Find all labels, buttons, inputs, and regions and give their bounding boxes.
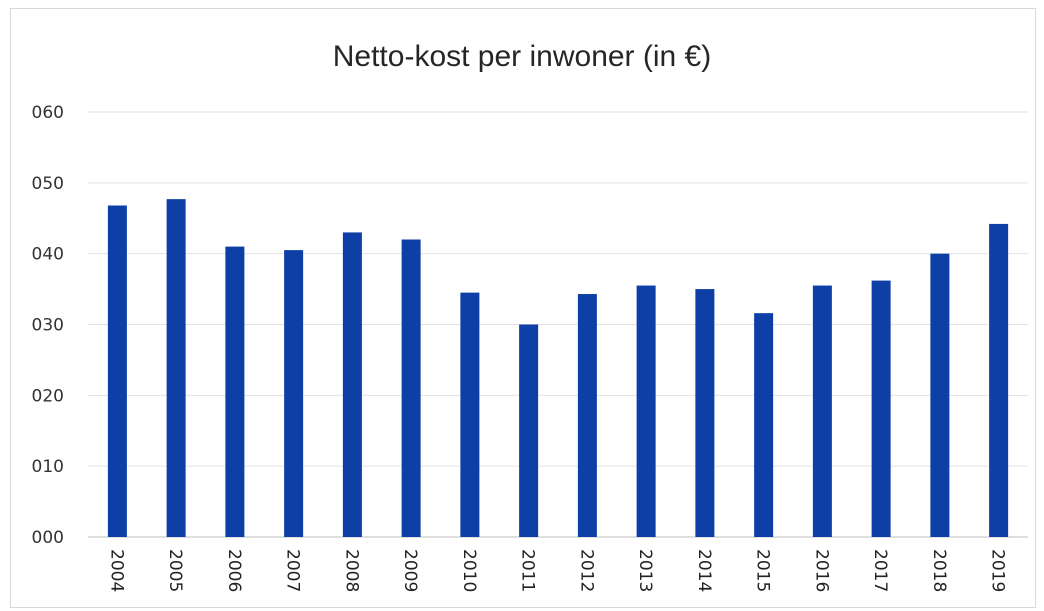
- gridlines: [88, 111, 1028, 538]
- x-tick-label: 2013: [635, 549, 655, 592]
- bars: [107, 199, 1009, 538]
- x-tick-label: 2011: [518, 549, 538, 592]
- x-axis-ticks: 2004 2005 2006 2007 2008 2009 2010 2011 2012 2013…: [106, 549, 1007, 592]
- bar-2006: [225, 246, 245, 538]
- bar-2014: [695, 289, 715, 537]
- x-tick-label: 2014: [694, 549, 714, 592]
- bar-2016: [812, 285, 832, 537]
- bar-2017: [871, 280, 891, 537]
- bar-2018: [930, 253, 950, 537]
- y-tick-label: 030: [32, 316, 64, 336]
- y-tick-label: 060: [32, 103, 64, 123]
- bar-2019: [989, 223, 1009, 537]
- x-tick-label: 2005: [165, 549, 185, 592]
- bar-2004: [107, 205, 127, 537]
- bar-2009: [401, 239, 421, 537]
- y-axis-ticks: 000 010 020 030 040 050 060: [32, 103, 64, 548]
- y-tick-label: 050: [32, 174, 64, 194]
- x-tick-label: 2009: [400, 549, 420, 592]
- bar-2013: [636, 285, 656, 537]
- bar-2015: [754, 313, 774, 537]
- chart-title: Netto-kost per inwoner (in €): [332, 40, 712, 73]
- y-tick-label: 020: [32, 386, 64, 406]
- x-tick-label: 2012: [576, 549, 596, 592]
- x-tick-label: 2015: [753, 549, 773, 592]
- bar-2007: [284, 250, 304, 537]
- bar-2008: [342, 232, 362, 537]
- x-tick-label: 2018: [929, 549, 949, 592]
- x-tick-label: 2017: [870, 549, 890, 592]
- y-tick-label: 010: [32, 457, 64, 477]
- x-tick-label: 2019: [988, 549, 1008, 592]
- bar-2011: [519, 324, 539, 537]
- y-tick-label: 000: [32, 528, 64, 548]
- bar-2012: [577, 294, 597, 537]
- x-tick-label: 2004: [106, 549, 126, 592]
- x-tick-label: 2016: [811, 549, 831, 592]
- x-tick-label: 2006: [224, 549, 244, 592]
- y-tick-label: 040: [32, 245, 64, 265]
- x-tick-label: 2008: [341, 549, 361, 592]
- x-tick-label: 2010: [459, 549, 479, 592]
- bar-2010: [460, 292, 480, 537]
- x-tick-label: 2007: [283, 549, 303, 592]
- bar-2005: [166, 199, 186, 537]
